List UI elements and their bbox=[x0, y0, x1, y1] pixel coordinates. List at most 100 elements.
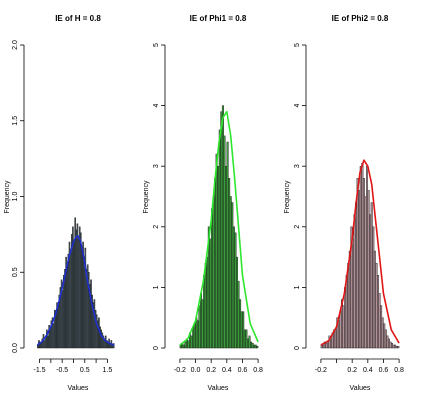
y-tick-label: 1 bbox=[153, 285, 160, 289]
histogram-bar bbox=[370, 202, 373, 349]
histogram-bar bbox=[339, 311, 342, 349]
histogram-bar bbox=[364, 196, 367, 349]
panel-ie-of-phi2: IE of Phi2 = 0.8 Values Frequency 0 1 2 3 4 5… bbox=[284, 14, 404, 392]
y-tick-label: 2.0 bbox=[12, 40, 19, 50]
histogram-bars bbox=[320, 162, 400, 349]
y-tick-label: 0.0 bbox=[12, 343, 19, 353]
histogram-bar bbox=[235, 256, 238, 349]
histogram-bar bbox=[381, 317, 384, 349]
chart-title: IE of Phi2 = 0.8 bbox=[332, 14, 389, 23]
histogram-bar bbox=[212, 196, 215, 349]
x-tick-label: 1.5 bbox=[103, 367, 113, 374]
histogram-bar bbox=[250, 341, 253, 349]
histogram-bar bbox=[239, 299, 242, 349]
histogram-bar bbox=[201, 299, 204, 349]
y-axis-label: Frequency bbox=[4, 180, 11, 214]
histogram-bar bbox=[330, 338, 333, 349]
histogram-bar bbox=[375, 262, 378, 349]
histogram-bar bbox=[361, 162, 364, 349]
y-axis: 0 1 2 3 4 5 bbox=[153, 43, 166, 350]
histogram-bar bbox=[220, 111, 223, 349]
histogram-bar bbox=[229, 196, 232, 349]
histogram-bar bbox=[187, 340, 190, 349]
x-tick-label: 0.8 bbox=[394, 367, 404, 374]
histogram-bar bbox=[366, 165, 369, 349]
x-axis: -0.2 0.0 0.2 0.4 0.6 0.8 bbox=[174, 358, 263, 374]
x-tick-label: -0.5 bbox=[56, 367, 68, 374]
y-axis: 0 1 2 3 4 5 bbox=[294, 43, 307, 350]
histogram-bar bbox=[225, 165, 228, 349]
histogram-bar bbox=[362, 178, 365, 349]
x-tick-label: 0.4 bbox=[222, 367, 232, 374]
y-tick-label: 1 bbox=[294, 285, 301, 289]
histogram-bar bbox=[356, 178, 359, 349]
x-axis-label: Values bbox=[350, 385, 371, 392]
x-tick-label: -0.2 bbox=[174, 367, 186, 374]
density-curve bbox=[36, 235, 115, 346]
histogram-bar bbox=[221, 105, 224, 349]
y-tick-label: 5 bbox=[153, 43, 160, 47]
histogram-bar bbox=[372, 226, 375, 349]
y-tick-label: 0 bbox=[294, 346, 301, 350]
histogram-bar bbox=[242, 311, 245, 349]
x-tick-label: 0.0 bbox=[191, 367, 201, 374]
x-axis-label: Values bbox=[68, 385, 89, 392]
histogram-bar bbox=[373, 250, 376, 349]
histogram-bar bbox=[203, 275, 206, 349]
histogram-bar bbox=[195, 317, 198, 349]
histogram-bar bbox=[245, 329, 248, 349]
x-tick-label: -0.2 bbox=[315, 367, 327, 374]
y-tick-label: 4 bbox=[294, 104, 301, 108]
y-tick-label: 3 bbox=[153, 164, 160, 168]
histogram-bar bbox=[193, 323, 196, 349]
panel-ie-of-phi1: IE of Phi1 = 0.8 Values Frequency 0 1 2 3 4 5… bbox=[143, 14, 263, 392]
histogram-bar bbox=[325, 342, 328, 349]
histogram-bar bbox=[198, 305, 201, 349]
histogram-bar bbox=[253, 344, 256, 349]
histogram-bar bbox=[182, 344, 185, 349]
histogram-bar bbox=[179, 344, 182, 349]
histogram-bars bbox=[37, 217, 115, 349]
histogram-bar bbox=[397, 345, 400, 349]
histogram-bar bbox=[380, 305, 383, 349]
histogram-bar bbox=[353, 214, 356, 349]
panel-ie-of-h: IE of H = 0.8 Values Frequency 0.0 0.5 1.0… bbox=[4, 14, 115, 392]
histogram-bar bbox=[348, 250, 351, 349]
histogram-bar bbox=[369, 214, 372, 349]
x-tick-label: 0.4 bbox=[363, 367, 373, 374]
histogram-bar bbox=[391, 342, 394, 349]
x-tick-label: -1.5 bbox=[33, 367, 45, 374]
y-axis: 0.0 0.5 1.0 1.5 2.0 bbox=[12, 40, 25, 353]
histogram-bar bbox=[254, 344, 257, 349]
x-axis: -0.2 0.2 0.4 0.6 0.8 bbox=[315, 358, 404, 374]
histogram-bar bbox=[359, 165, 362, 349]
chart-title: IE of Phi1 = 0.8 bbox=[190, 14, 247, 23]
y-tick-label: 3 bbox=[294, 164, 301, 168]
histogram-bar bbox=[395, 345, 398, 349]
histogram-bar bbox=[337, 320, 340, 349]
y-axis-label: Frequency bbox=[284, 180, 291, 214]
histogram-bars bbox=[179, 105, 259, 349]
histogram-bar bbox=[214, 178, 217, 349]
y-tick-label: 4 bbox=[153, 104, 160, 108]
histogram-bar bbox=[342, 305, 345, 349]
density-curve bbox=[320, 159, 400, 346]
histogram-bar bbox=[251, 342, 254, 349]
y-tick-label: 0.5 bbox=[12, 267, 19, 277]
y-axis-label: Frequency bbox=[143, 180, 150, 214]
histogram-bar bbox=[223, 135, 226, 349]
histogram-bar bbox=[243, 329, 246, 349]
x-tick-label: 0.2 bbox=[347, 367, 357, 374]
histogram-bar bbox=[344, 287, 347, 349]
histogram-bar bbox=[218, 129, 221, 349]
histogram-bar bbox=[210, 208, 213, 349]
histogram-bar bbox=[387, 338, 390, 349]
x-axis-label: Values bbox=[208, 385, 229, 392]
x-tick-label: 0.6 bbox=[379, 367, 389, 374]
histogram-bar bbox=[226, 141, 229, 349]
histogram-bar bbox=[256, 345, 259, 349]
histogram-bar bbox=[234, 232, 237, 349]
histogram-bar bbox=[246, 338, 249, 349]
histogram-bar bbox=[196, 320, 199, 349]
